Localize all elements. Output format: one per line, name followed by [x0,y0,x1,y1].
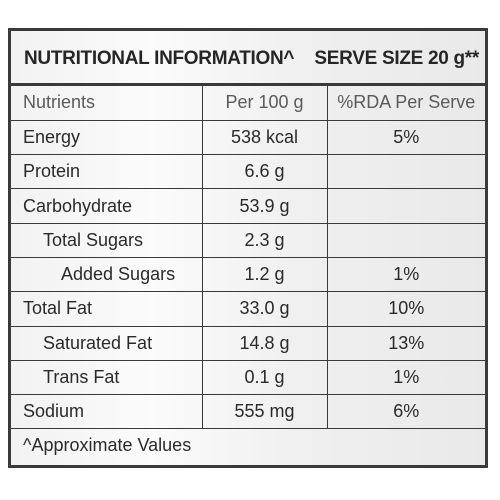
per-100g-value: 555 mg [202,394,328,430]
nutrient-name: Added Sugars [11,257,203,293]
per-100g-value: 53.9 g [202,188,328,224]
nutrient-name: Total Sugars [11,223,203,258]
nutrient-name: Carbohydrate [11,188,203,224]
per-100g-value: 14.8 g [202,326,328,361]
nutrient-name: Sodium [11,394,203,430]
nutrient-name: Trans Fat [11,360,203,396]
per-100g-value: 33.0 g [202,291,328,327]
table-row: Total Fat 33.0 g 10% [11,291,485,327]
table-row: Carbohydrate 53.9 g [11,188,485,224]
label-title: NUTRITIONAL INFORMATION^ [24,48,295,69]
rda-value: 10% [327,291,485,327]
serve-size: SERVE SIZE 20 g** [314,48,479,69]
per-100g-value: 538 kcal [202,120,328,156]
table-row: Sodium 555 mg 6% [11,394,485,430]
table-row: Energy 538 kcal 5% [11,120,485,156]
per-100g-value: 0.1 g [202,360,328,396]
rda-value [327,188,485,224]
nutrition-label: NUTRITIONAL INFORMATION^ SERVE SIZE 20 g… [8,28,488,468]
per-100g-value: 2.3 g [202,223,328,258]
nutrient-name: Protein [11,154,203,190]
table-header-row: Nutrients Per 100 g %RDA Per Serve [11,86,485,121]
footnote: ^Approximate Values [23,435,192,455]
nutrient-name: Energy [11,120,203,156]
nutrition-table: Nutrients Per 100 g %RDA Per Serve Energ… [11,86,485,430]
per-100g-value: 1.2 g [202,257,328,293]
table-row: Trans Fat 0.1 g 1% [11,360,485,396]
table-row: Added Sugars 1.2 g 1% [11,257,485,293]
rda-value [327,154,485,190]
column-header-nutrients: Nutrients [11,86,203,121]
column-header-rda: %RDA Per Serve [327,86,485,121]
rda-value: 6% [327,394,485,430]
table-row: Protein 6.6 g [11,154,485,190]
label-header: NUTRITIONAL INFORMATION^ SERVE SIZE 20 g… [11,31,485,86]
rda-value: 5% [327,120,485,156]
per-100g-value: 6.6 g [202,154,328,190]
rda-value: 13% [327,326,485,361]
column-header-per-100g: Per 100 g [202,86,328,121]
rda-value: 1% [327,360,485,396]
nutrient-name: Total Fat [11,291,203,327]
rda-value [327,223,485,258]
table-row: Saturated Fat 14.8 g 13% [11,326,485,361]
nutrient-name: Saturated Fat [11,326,203,361]
table-row: Total Sugars 2.3 g [11,223,485,258]
rda-value: 1% [327,257,485,293]
